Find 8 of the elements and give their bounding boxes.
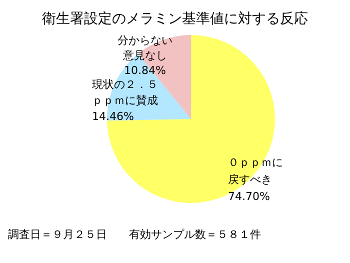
text: 調査日＝９月２５日 有効サンプル数＝５８１件 <box>8 228 261 241</box>
slice-label: 分からない意見なし <box>118 34 172 62</box>
data-label: 74.70% <box>228 190 270 203</box>
slice-label: ０ｐｐｍに戻すべき <box>228 156 283 186</box>
data-label: 10.84% <box>124 64 166 77</box>
data-label: 14.46% <box>92 110 134 123</box>
chart-title: 衛生署設定のメラミン基準値に対する反応 <box>42 11 308 27</box>
slice-label: 現状の２．５ｐｐｍに賛成 <box>92 78 158 107</box>
